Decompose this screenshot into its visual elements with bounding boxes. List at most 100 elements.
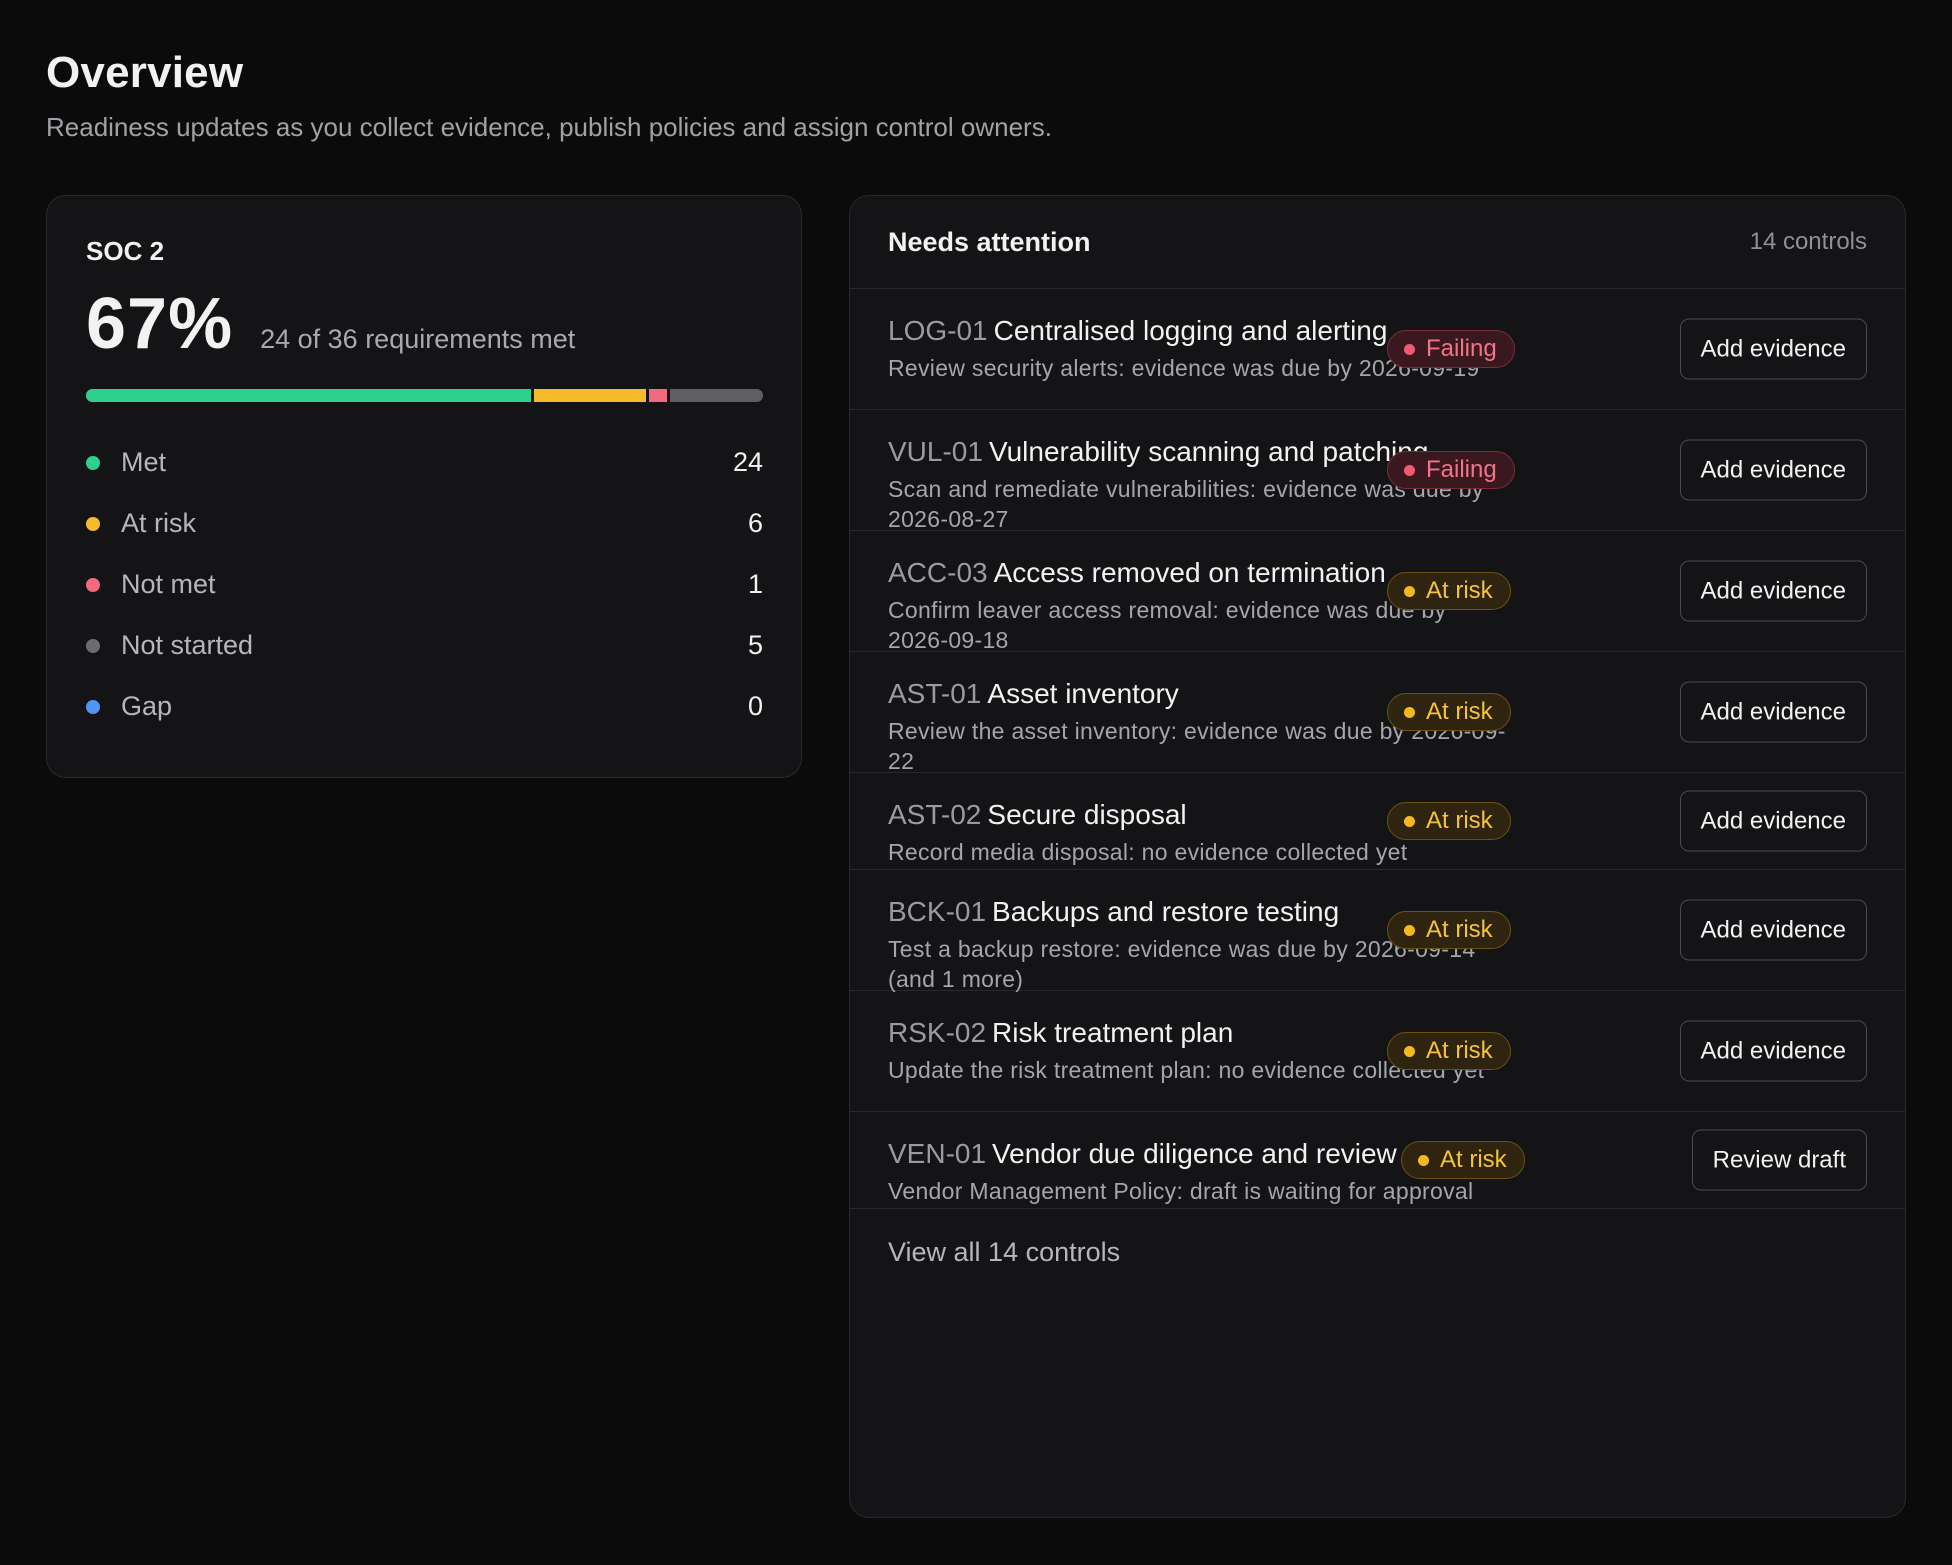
add-evidence-button[interactable]: Add evidence (1679, 899, 1867, 961)
control-code: AST-02 (888, 799, 982, 830)
status-legend: Met 24 At risk 6 Not met 1 Not started 5 Gap 0 (86, 432, 763, 737)
legend-row-not-started: Not started 5 (86, 615, 763, 676)
status-dot-icon (1404, 925, 1415, 936)
control-row: VUL-01 Vulnerability scanning and patchin… (850, 410, 1905, 534)
control-row: AST-01 Asset inventory Review the asset in… (850, 652, 1905, 774)
legend-label: Gap (121, 691, 173, 721)
control-name: Access removed on termination (993, 557, 1386, 588)
control-code: ACC-03 (888, 557, 988, 588)
status-badge-label: At risk (1426, 698, 1493, 725)
control-row: BCK-01 Backups and restore testing Test a … (850, 870, 1905, 992)
legend-row-gap: Gap 0 (86, 676, 763, 737)
progress-segment-not-started (670, 389, 763, 402)
legend-value: 24 (732, 447, 763, 477)
status-badge: At risk (1387, 911, 1511, 949)
controls-list: LOG-01 Centralised logging and alerting Re… (850, 289, 1905, 1209)
controls-count: 14 controls (1749, 228, 1867, 255)
status-badge-label: At risk (1440, 1146, 1507, 1173)
readiness-percent: 67% (86, 284, 234, 364)
control-row: ACC-03 Access removed on termination Confi… (850, 531, 1905, 655)
control-title-line: LOG-01 Centralised logging and alerting (888, 313, 1513, 349)
control-name: Backups and restore testing (992, 896, 1340, 927)
control-name: Asset inventory (987, 678, 1179, 709)
control-description: Vendor Management Policy: draft is waiti… (888, 1178, 1474, 1204)
add-evidence-button[interactable]: Add evidence (1679, 439, 1867, 501)
control-title-line: AST-01 Asset inventory (888, 676, 1513, 712)
control-name: Risk treatment plan (992, 1017, 1234, 1048)
needs-attention-title: Needs attention (888, 226, 1091, 257)
control-row: VEN-01 Vendor due diligence and review Ven… (850, 1112, 1905, 1209)
status-dot-icon (86, 638, 100, 653)
status-dot-icon (1404, 586, 1415, 597)
control-description: Test a backup restore: evidence was due … (888, 936, 1476, 992)
review-draft-button[interactable]: Review draft (1691, 1129, 1867, 1191)
control-title-line: BCK-01 Backups and restore testing (888, 894, 1513, 930)
control-description: Update the risk treatment plan: no evide… (888, 1057, 1485, 1083)
status-badge: At risk (1401, 1141, 1525, 1179)
legend-row-at-risk: At risk 6 (86, 493, 763, 554)
control-text: LOG-01 Centralised logging and alerting Re… (888, 313, 1513, 383)
add-evidence-button[interactable]: Add evidence (1679, 1020, 1867, 1082)
control-row: RSK-02 Risk treatment plan Update the risk… (850, 991, 1905, 1112)
legend-label: At risk (121, 508, 197, 538)
control-title-line: AST-02 Secure disposal (888, 797, 1513, 833)
score-row: 67% 24 of 36 requirements met (86, 288, 763, 360)
control-code: RSK-02 (888, 1017, 987, 1048)
progress-segment-met (86, 389, 532, 402)
status-badge: At risk (1387, 802, 1511, 840)
control-description: Confirm leaver access removal: evidence … (888, 597, 1447, 653)
control-title-line: VUL-01 Vulnerability scanning and patchin… (888, 434, 1513, 470)
control-text: VUL-01 Vulnerability scanning and patchin… (888, 434, 1513, 534)
control-text: VEN-01 Vendor due diligence and review Ven… (888, 1136, 1548, 1206)
control-code: BCK-01 (888, 896, 987, 927)
status-dot-icon (86, 516, 100, 531)
requirements-met-text: 24 of 36 requirements met (260, 324, 576, 354)
soc2-summary-card: SOC 2 67% 24 of 36 requirements met Met 2… (46, 195, 802, 778)
control-title-line: ACC-03 Access removed on termination (888, 555, 1513, 591)
legend-label: Met (121, 447, 167, 477)
control-code: VUL-01 (888, 436, 983, 467)
legend-value: 5 (747, 630, 763, 660)
status-badge-label: At risk (1426, 916, 1493, 943)
page-subtitle: Readiness updates as you collect evidenc… (46, 112, 1052, 142)
legend-label: Not met (121, 569, 216, 599)
status-badge-label: Failing (1426, 456, 1497, 483)
status-dot-icon (1404, 344, 1415, 355)
control-code: VEN-01 (888, 1138, 987, 1169)
legend-row-met: Met 24 (86, 432, 763, 493)
add-evidence-button[interactable]: Add evidence (1679, 681, 1867, 743)
control-text: ACC-03 Access removed on termination Confi… (888, 555, 1513, 655)
status-badge-label: At risk (1426, 1037, 1493, 1064)
control-row: LOG-01 Centralised logging and alerting Re… (850, 289, 1905, 410)
needs-attention-card: Needs attention 14 controls LOG-01 Centra… (849, 195, 1906, 1518)
framework-label: SOC 2 (86, 236, 165, 266)
status-dot-icon (1404, 465, 1415, 476)
control-title-line: VEN-01 Vendor due diligence and review (888, 1136, 1548, 1172)
progress-segment-not-met (648, 389, 668, 402)
control-text: AST-02 Secure disposal Record media dispos… (888, 797, 1513, 867)
legend-label: Not started (121, 630, 254, 660)
control-name: Centralised logging and alerting (993, 315, 1388, 346)
status-dot-icon (86, 577, 100, 592)
add-evidence-button[interactable]: Add evidence (1679, 560, 1867, 622)
legend-value: 1 (747, 569, 763, 599)
control-code: AST-01 (888, 678, 982, 709)
progress-divider (645, 389, 649, 402)
control-text: RSK-02 Risk treatment plan Update the risk… (888, 1015, 1513, 1085)
status-dot-icon (1404, 1046, 1415, 1057)
add-evidence-button[interactable]: Add evidence (1679, 318, 1867, 380)
control-description: Scan and remediate vulnerabilities: evid… (888, 476, 1484, 532)
needs-attention-header: Needs attention 14 controls (850, 196, 1905, 289)
status-dot-icon (1404, 816, 1415, 827)
status-badge-label: Failing (1426, 335, 1497, 362)
control-code: LOG-01 (888, 315, 988, 346)
view-all-controls-link[interactable]: View all 14 controls (888, 1236, 1121, 1267)
control-description: Review security alerts: evidence was due… (888, 355, 1480, 381)
add-evidence-button[interactable]: Add evidence (1679, 790, 1867, 852)
status-dot-icon (1418, 1155, 1429, 1166)
progress-segment-at-risk (534, 389, 646, 402)
status-badge-label: At risk (1426, 807, 1493, 834)
status-badge: At risk (1387, 693, 1511, 731)
status-badge: At risk (1387, 572, 1511, 610)
